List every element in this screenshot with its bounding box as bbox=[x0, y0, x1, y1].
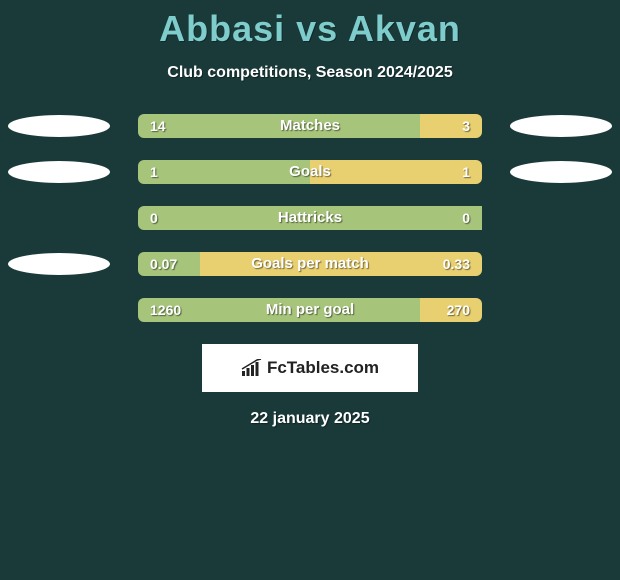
stat-row: 00Hattricks bbox=[0, 206, 620, 230]
player-left-ellipse bbox=[8, 115, 110, 137]
stat-label: Min per goal bbox=[138, 298, 482, 322]
chart-icon bbox=[241, 359, 263, 377]
stats-container: 143Matches 11Goals 00Hattricks 0.070.33Goal… bbox=[0, 114, 620, 322]
page-title: Abbasi vs Akvan bbox=[0, 0, 620, 50]
stat-label: Goals per match bbox=[138, 252, 482, 276]
stat-label: Goals bbox=[138, 160, 482, 184]
player-left-ellipse bbox=[8, 161, 110, 183]
stat-label: Hattricks bbox=[138, 206, 482, 230]
player-left-ellipse bbox=[8, 253, 110, 275]
date-text: 22 january 2025 bbox=[0, 410, 620, 428]
stat-row: 143Matches bbox=[0, 114, 620, 138]
stat-bar-track: 00Hattricks bbox=[138, 206, 482, 230]
stat-row: 11Goals bbox=[0, 160, 620, 184]
brand-text: FcTables.com bbox=[267, 358, 379, 378]
player-right-ellipse bbox=[510, 115, 612, 137]
stat-bar-track: 143Matches bbox=[138, 114, 482, 138]
stat-bar-track: 11Goals bbox=[138, 160, 482, 184]
stat-row: 0.070.33Goals per match bbox=[0, 252, 620, 276]
stat-bar-track: 0.070.33Goals per match bbox=[138, 252, 482, 276]
brand-box[interactable]: FcTables.com bbox=[202, 344, 418, 392]
stat-row: 1260270Min per goal bbox=[0, 298, 620, 322]
stat-bar-track: 1260270Min per goal bbox=[138, 298, 482, 322]
player-right-ellipse bbox=[510, 161, 612, 183]
stat-label: Matches bbox=[138, 114, 482, 138]
page-subtitle: Club competitions, Season 2024/2025 bbox=[0, 64, 620, 82]
